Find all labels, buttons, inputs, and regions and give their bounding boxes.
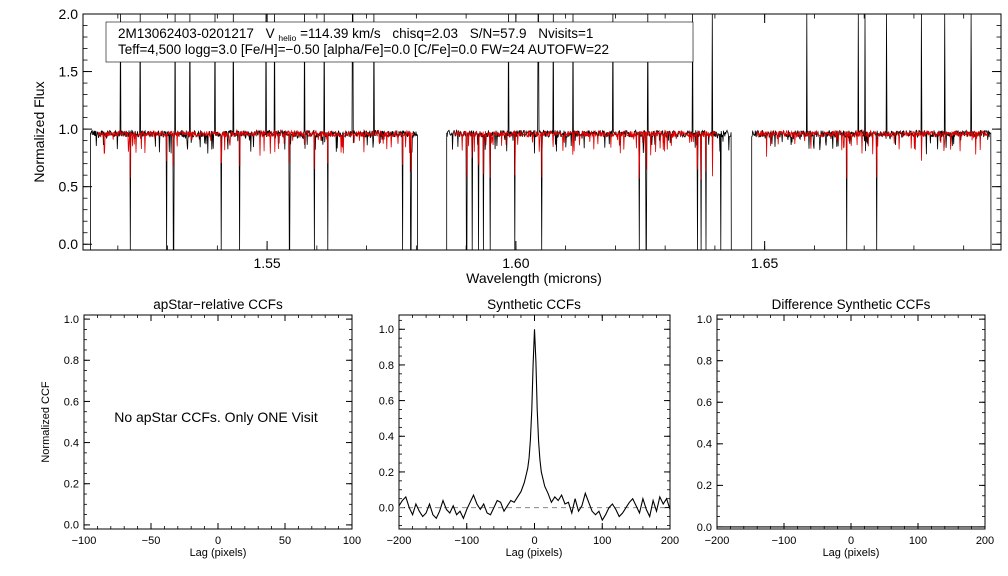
figure-canvas: 1.55 1.60 1.65 0.0 0.5 1.0 1.5 2.0 2M13062403-0… — [0, 0, 1008, 576]
x-tick-label: −100 — [72, 535, 97, 547]
y-tick-label: 1.0 — [64, 314, 79, 326]
synthetic-ccf-plot: −200 −100 0 100 200 0.0 0.2 0.4 0.6 0.8 1.0 Synthe… — [379, 297, 679, 559]
x-tick-label: 0 — [848, 535, 854, 547]
synthetic-ccf-title: Synthetic CCFs — [487, 297, 581, 312]
header-snr: S/N=57.9 — [470, 26, 527, 41]
difference-ccf-axis-ticks: −200 −100 0 100 200 0.0 0.2 0.4 0.6 0.8 1.0 — [697, 314, 994, 547]
x-tick-label: 1.60 — [502, 255, 529, 271]
y-tick-label: 0.0 — [64, 520, 79, 532]
header-vhelio-value: =114.39 km/s — [300, 26, 381, 41]
x-tick-label: 200 — [976, 535, 994, 547]
apstar-ccf-y-axis-label: Normalized CCF — [40, 381, 52, 463]
apstar-ccf-plot: −100 −50 0 50 100 0.0 0.2 0.4 0.6 0.8 1.0 apStar−r… — [40, 297, 361, 559]
header-object-id: 2M13062403-0201217 — [118, 26, 254, 41]
y-tick-label: 0.8 — [379, 360, 394, 372]
apstar-ccf-axis-ticks: −100 −50 0 50 100 0.0 0.2 0.4 0.6 0.8 1.0 — [64, 314, 361, 547]
spectrum-y-axis-label: Normalized Flux — [31, 81, 47, 182]
x-tick-label: 0 — [215, 535, 221, 547]
difference-ccf-title: Difference Synthetic CCFs — [772, 297, 931, 312]
y-tick-label: 0.8 — [697, 356, 712, 368]
apstar-ccf-title: apStar−relative CCFs — [153, 297, 283, 312]
y-tick-label: 2.0 — [59, 6, 79, 22]
x-tick-label: −200 — [387, 535, 412, 547]
model-spectrum-line — [98, 131, 414, 178]
header-line-2: Teff=4,500 logg=3.0 [Fe/H]=−0.50 [alpha/… — [118, 42, 609, 57]
y-tick-label: 0.2 — [379, 467, 394, 479]
x-tick-label: 1.65 — [751, 255, 778, 271]
difference-ccf-frame — [717, 315, 985, 529]
y-tick-label: 0.6 — [697, 397, 712, 409]
ccf-series-line — [399, 329, 670, 520]
y-tick-label: 0.4 — [697, 439, 712, 451]
synthetic-ccf-x-axis-label: Lag (pixels) — [506, 547, 563, 559]
y-tick-label: 0.0 — [379, 502, 394, 514]
synthetic-ccf-traces — [399, 329, 670, 520]
x-tick-label: 100 — [593, 535, 611, 547]
x-tick-label: −200 — [705, 535, 730, 547]
y-tick-label: 0.2 — [64, 479, 79, 491]
y-tick-label: 0.4 — [64, 437, 79, 449]
difference-ccf-plot: −200 −100 0 100 200 0.0 0.2 0.4 0.6 0.8 1.0 Differ… — [697, 297, 994, 559]
y-tick-label: 0.4 — [379, 431, 394, 443]
y-tick-label: 1.0 — [379, 324, 394, 336]
x-tick-label: 100 — [909, 535, 927, 547]
y-tick-label: 0.2 — [697, 480, 712, 492]
y-tick-label: 1.5 — [59, 63, 79, 79]
x-tick-label: −100 — [454, 535, 479, 547]
header-nvisits: Nvisits=1 — [538, 26, 593, 41]
model-spectrum-line — [454, 131, 717, 180]
header-chisq: chisq=2.03 — [392, 26, 458, 41]
x-tick-label: 50 — [279, 535, 291, 547]
spectrum-header-box: 2M13062403-0201217 V helio =114.39 km/s … — [106, 22, 693, 62]
x-tick-label: 0 — [531, 535, 537, 547]
x-tick-label: 200 — [661, 535, 679, 547]
x-tick-label: 100 — [343, 535, 361, 547]
header-vhelio-label: V — [266, 26, 275, 41]
x-tick-label: −100 — [772, 535, 797, 547]
difference-ccf-x-axis-label: Lag (pixels) — [823, 547, 880, 559]
synthetic-ccf-frame — [399, 315, 670, 529]
spectrum-x-axis-label: Wavelength (microns) — [466, 270, 602, 286]
y-tick-label: 0.5 — [59, 179, 79, 195]
y-tick-label: 0.0 — [59, 236, 79, 252]
y-tick-label: 1.0 — [59, 121, 79, 137]
y-tick-label: 0.0 — [697, 522, 712, 534]
synthetic-ccf-axis-ticks: −200 −100 0 100 200 0.0 0.2 0.4 0.6 0.8 1.0 — [379, 315, 679, 547]
y-tick-label: 0.6 — [379, 395, 394, 407]
apstar-ccf-note: No apStar CCFs. Only ONE Visit — [114, 409, 318, 425]
y-tick-label: 1.0 — [697, 314, 712, 326]
y-tick-label: 0.8 — [64, 355, 79, 367]
y-tick-label: 0.6 — [64, 396, 79, 408]
x-tick-label: 1.55 — [253, 255, 280, 271]
apstar-ccf-x-axis-label: Lag (pixels) — [190, 547, 247, 559]
x-tick-label: −50 — [142, 535, 161, 547]
spectrum-plot: 1.55 1.60 1.65 0.0 0.5 1.0 1.5 2.0 2M13062403-0… — [31, 6, 1001, 286]
